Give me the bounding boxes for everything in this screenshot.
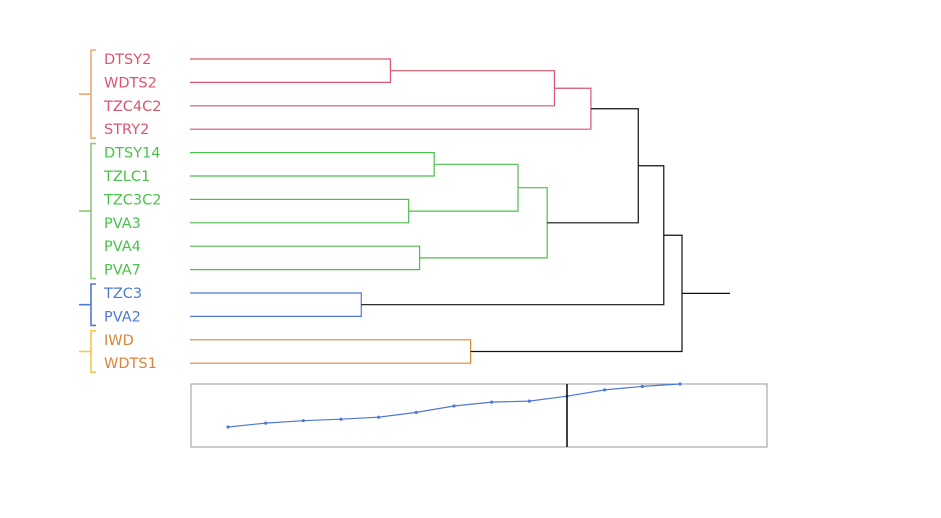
dendrogram-link: [408, 163, 519, 212]
inset-point: [264, 421, 268, 425]
dendrogram-links: [190, 58, 730, 364]
cluster-bracket: [79, 142, 96, 280]
inset-point: [226, 425, 230, 429]
dendrogram-link: [190, 339, 472, 364]
inset-point: [603, 388, 607, 392]
inset-frame: [190, 383, 768, 448]
leaf-labels: DTSY2 WDTS2 TZC4C2 STRY2 DTSY14 TZLC1 TZC3C2 PV…: [103, 52, 162, 372]
dendrogram-link: [190, 58, 392, 83]
leaf-label: TZC4C2: [103, 99, 162, 115]
leaf-label: PVA2: [104, 309, 141, 325]
dendrogram-link: [190, 292, 362, 317]
inset-point: [301, 419, 305, 423]
inset-point: [339, 417, 343, 421]
leaf-label: WDTS1: [104, 356, 157, 372]
dendrogram-link: [361, 165, 665, 306]
inset-point: [527, 399, 531, 403]
leaf-label: DTSY2: [104, 52, 151, 68]
inset-point: [452, 404, 456, 408]
dendrogram-link: [470, 234, 683, 353]
cluster-bracket: [79, 283, 96, 327]
dendrogram-link: [190, 245, 421, 271]
leaf-label: TZLC1: [103, 169, 150, 185]
inset-point: [414, 410, 418, 414]
inset-point: [377, 415, 381, 419]
leaf-label: TZC3: [103, 286, 142, 302]
leaf-label: WDTS2: [104, 75, 157, 91]
cluster-brackets: [79, 49, 96, 373]
inset-point: [490, 400, 494, 404]
leaf-label: IWD: [104, 333, 134, 349]
cluster-bracket: [79, 330, 96, 373]
inset-point: [678, 382, 682, 386]
dendrogram-link: [190, 70, 556, 107]
dendrogram-link: [190, 87, 592, 130]
inset-point: [640, 384, 644, 389]
dendrogram-link: [547, 108, 639, 224]
leaf-label: STRY2: [104, 122, 149, 138]
leaf-label: PVA3: [104, 216, 141, 232]
dendrogram-link: [190, 152, 435, 177]
leaf-label: TZC3C2: [103, 192, 162, 208]
leaf-label: DTSY14: [104, 146, 161, 162]
dendrogram-link: [419, 187, 548, 259]
leaf-label: PVA7: [104, 263, 141, 279]
dendrogram-link: [190, 198, 410, 224]
cluster-bracket: [79, 49, 96, 139]
merge-height-inset: [190, 382, 768, 448]
leaf-label: PVA4: [104, 239, 141, 255]
